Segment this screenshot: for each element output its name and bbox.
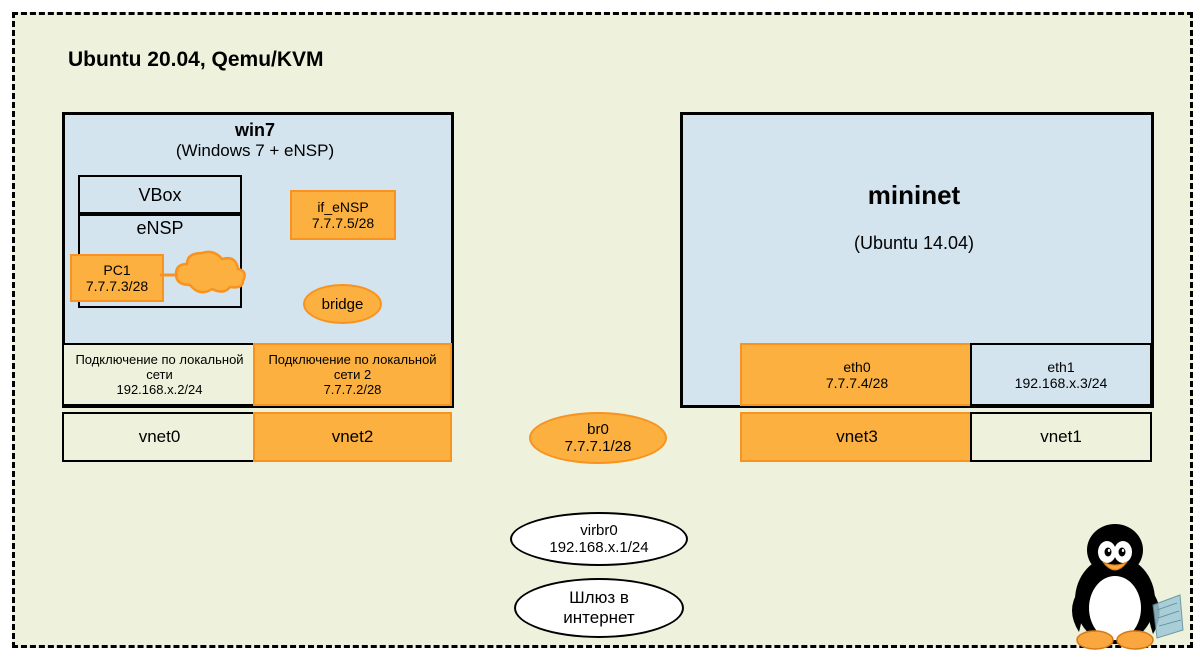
eth0-box: eth0 7.7.7.4/28: [740, 343, 974, 406]
lan1-label: Подключение по локальной сети: [64, 352, 255, 382]
mininet-title-block: mininet (Ubuntu 14.04): [680, 180, 1148, 254]
br0-ip: 7.7.7.1/28: [565, 438, 632, 455]
lan1-box: Подключение по локальной сети 192.168.x.…: [62, 343, 257, 406]
win7-subtitle: (Windows 7 + eNSP): [62, 141, 448, 161]
pc1-ip: 7.7.7.3/28: [86, 278, 148, 294]
virbr0-name: virbr0: [580, 522, 618, 539]
if-ensp-name: if_eNSP: [317, 199, 368, 215]
gateway-line1: Шлюз в: [569, 588, 629, 608]
lan2-label: Подключение по локальной сети 2: [255, 352, 450, 382]
host-title: Ubuntu 20.04, Qemu/KVM: [68, 48, 324, 72]
virbr0-ellipse: virbr0 192.168.x.1/24: [510, 512, 688, 566]
eth1-box: eth1 192.168.x.3/24: [970, 343, 1152, 406]
vnet3-box: vnet3: [740, 412, 974, 462]
tux-icon: [1045, 510, 1190, 655]
eth1-ip: 192.168.x.3/24: [1015, 375, 1108, 391]
lan1-ip: 192.168.x.2/24: [116, 382, 202, 397]
eth0-name: eth0: [843, 359, 870, 375]
pc1-box: PC1 7.7.7.3/28: [70, 254, 164, 302]
vnet2-box: vnet2: [253, 412, 452, 462]
br0-ellipse: br0 7.7.7.1/28: [529, 412, 667, 464]
if-ensp-box: if_eNSP 7.7.7.5/28: [290, 190, 396, 240]
eth0-ip: 7.7.7.4/28: [826, 375, 888, 391]
win7-title-block: win7 (Windows 7 + eNSP): [62, 120, 448, 161]
pc1-name: PC1: [103, 262, 130, 278]
vnet1-box: vnet1: [970, 412, 1152, 462]
ensp-label: eNSP: [80, 218, 240, 239]
win7-title: win7: [62, 120, 448, 141]
eth1-name: eth1: [1047, 359, 1074, 375]
gateway-line2: интернет: [563, 608, 634, 628]
gateway-ellipse: Шлюз в интернет: [514, 578, 684, 638]
if-ensp-ip: 7.7.7.5/28: [312, 215, 374, 231]
lan2-box: Подключение по локальной сети 2 7.7.7.2/…: [253, 343, 452, 406]
vnet0-box: vnet0: [62, 412, 257, 462]
br0-name: br0: [587, 421, 609, 438]
bridge-ellipse: bridge: [303, 284, 382, 324]
pc1-cloud-line: [160, 270, 190, 280]
mininet-subtitle: (Ubuntu 14.04): [680, 233, 1148, 254]
virbr0-ip: 192.168.x.1/24: [549, 539, 648, 556]
lan2-ip: 7.7.7.2/28: [324, 382, 382, 397]
diagram-canvas: Ubuntu 20.04, Qemu/KVM win7 (Windows 7 +…: [0, 0, 1200, 665]
mininet-title: mininet: [680, 180, 1148, 211]
vbox-box: VBox: [78, 175, 242, 216]
